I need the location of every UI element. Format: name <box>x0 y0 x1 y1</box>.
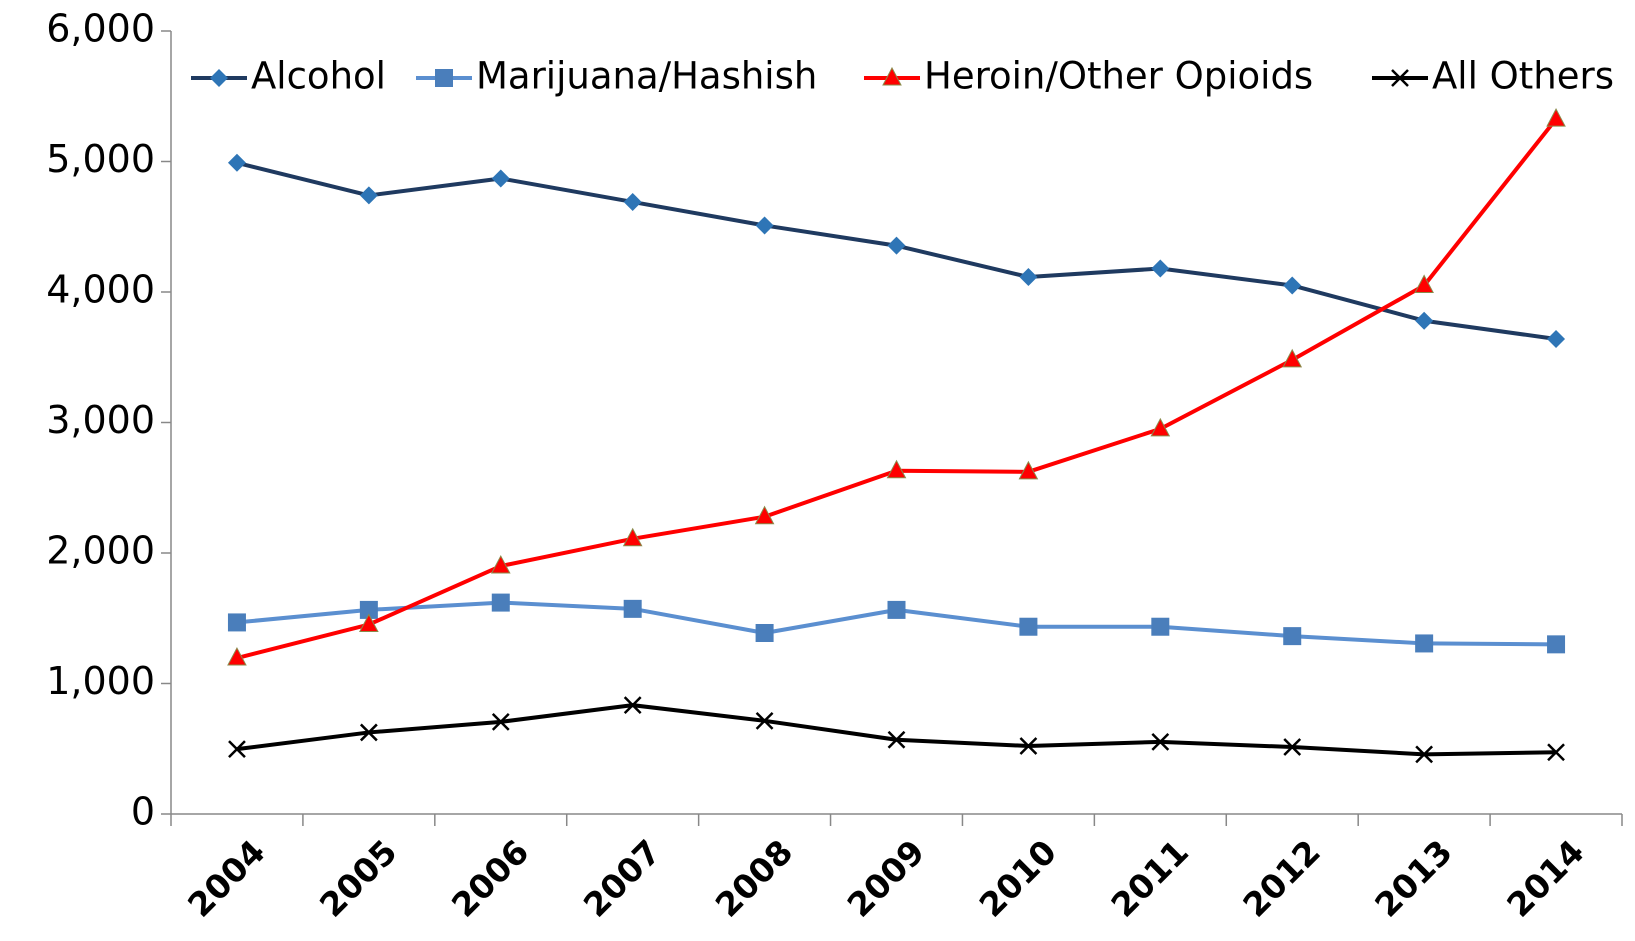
data-point <box>1546 108 1566 127</box>
data-point <box>491 169 510 188</box>
y-tick-label: 1,000 <box>46 659 155 703</box>
data-point <box>1283 627 1302 646</box>
data-point <box>1415 311 1434 330</box>
series-line <box>236 117 1558 660</box>
data-point <box>1547 329 1566 348</box>
data-point <box>1151 617 1170 636</box>
legend-marker <box>1391 69 1409 87</box>
data-point <box>886 459 907 479</box>
y-tick-label: 6,000 <box>46 7 155 51</box>
x-tick-label: 2012 <box>1235 832 1328 925</box>
x-tick-label: 2010 <box>972 832 1065 925</box>
legend-label: Heroin/Other Opioids <box>924 55 1313 98</box>
x-tick-label: 2007 <box>576 832 669 925</box>
data-point <box>490 554 511 574</box>
legend-label: Marijuana/Hashish <box>476 55 817 98</box>
data-point <box>1151 259 1170 278</box>
data-point <box>1415 745 1434 764</box>
data-point <box>623 599 642 618</box>
x-tick-label: 2005 <box>312 832 405 925</box>
data-point <box>491 593 510 612</box>
data-point <box>755 711 774 730</box>
data-point <box>1019 737 1038 755</box>
y-tick-label: 2,000 <box>46 529 155 573</box>
data-point <box>1547 743 1565 762</box>
x-tick-label: 2009 <box>840 832 933 925</box>
legend-label: All Others <box>1432 55 1614 98</box>
data-point <box>227 153 246 172</box>
data-point <box>227 646 247 666</box>
data-point <box>755 216 774 235</box>
data-point <box>887 600 906 619</box>
data-point <box>1283 276 1302 295</box>
legend-marker <box>882 66 902 86</box>
x-tick-label: 2008 <box>708 832 801 925</box>
data-point <box>1415 634 1434 653</box>
data-point <box>359 613 379 633</box>
y-tick-label: 5,000 <box>46 137 155 181</box>
data-point <box>1547 635 1566 654</box>
x-tick-label: 2013 <box>1367 832 1460 925</box>
data-point <box>622 527 643 547</box>
data-point <box>1019 617 1038 636</box>
data-point <box>1282 348 1303 368</box>
data-point <box>228 740 246 759</box>
data-point <box>227 613 246 632</box>
x-tick-label: 2014 <box>1499 832 1592 925</box>
y-tick-label: 4,000 <box>46 268 155 312</box>
data-point <box>887 236 906 255</box>
data-point <box>1283 738 1302 756</box>
y-tick-label: 0 <box>131 790 155 834</box>
y-tick-label: 3,000 <box>46 398 155 442</box>
x-tick-label: 2006 <box>444 832 537 925</box>
data-point <box>1019 267 1038 286</box>
x-tick-label: 2004 <box>180 832 273 925</box>
data-point <box>623 192 642 211</box>
data-point <box>1414 274 1434 293</box>
data-point <box>1151 732 1170 751</box>
data-point <box>623 696 642 715</box>
data-point <box>491 712 510 731</box>
data-point <box>887 730 906 749</box>
data-point <box>359 723 378 742</box>
data-point <box>755 623 774 642</box>
legend-label: Alcohol <box>251 55 386 98</box>
data-point <box>754 505 775 525</box>
data-point <box>1150 417 1171 437</box>
series-line <box>236 703 1557 757</box>
x-tick-label: 2011 <box>1103 832 1196 925</box>
data-point <box>1018 460 1039 480</box>
data-point <box>359 186 378 205</box>
legend-marker <box>210 69 228 87</box>
legend-marker <box>435 69 453 87</box>
data-point <box>359 600 378 619</box>
